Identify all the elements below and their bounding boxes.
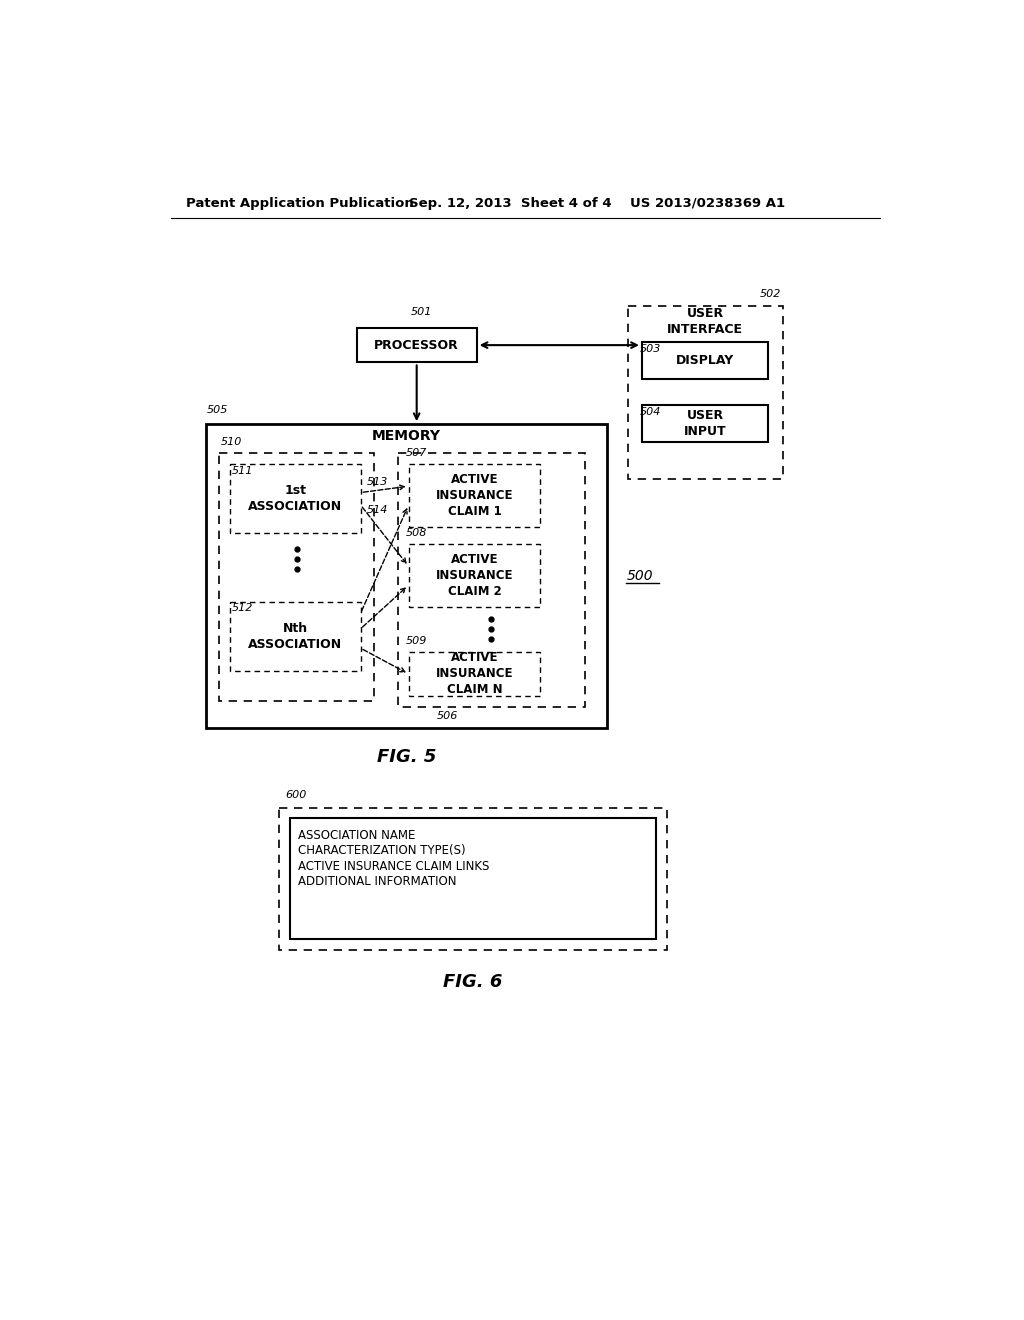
Text: 500: 500: [627, 569, 653, 583]
Text: 511: 511: [231, 466, 253, 475]
Text: 501: 501: [411, 308, 432, 317]
Text: 600: 600: [286, 789, 307, 800]
Text: ACTIVE
INSURANCE
CLAIM 2: ACTIVE INSURANCE CLAIM 2: [435, 553, 513, 598]
Text: 513: 513: [367, 477, 388, 487]
Text: ASSOCIATION NAME: ASSOCIATION NAME: [298, 829, 415, 842]
Text: Sep. 12, 2013  Sheet 4 of 4: Sep. 12, 2013 Sheet 4 of 4: [409, 197, 611, 210]
Bar: [206, 424, 607, 729]
Text: USER
INTERFACE: USER INTERFACE: [668, 308, 743, 337]
Text: PROCESSOR: PROCESSOR: [375, 339, 459, 351]
Text: Patent Application Publication: Patent Application Publication: [186, 197, 414, 210]
Bar: [280, 808, 667, 950]
Text: 505: 505: [207, 405, 228, 414]
Text: 507: 507: [406, 447, 427, 458]
Text: 502: 502: [760, 289, 781, 298]
Bar: [397, 453, 586, 708]
Text: 508: 508: [406, 528, 427, 539]
Text: 504: 504: [640, 407, 662, 417]
Bar: [230, 602, 360, 671]
Bar: [409, 544, 541, 607]
Text: FIG. 5: FIG. 5: [377, 748, 436, 767]
Bar: [230, 465, 360, 533]
Bar: [356, 327, 477, 363]
Bar: [409, 465, 541, 527]
Bar: [290, 818, 655, 940]
Bar: [628, 306, 783, 479]
Text: Nth
ASSOCIATION: Nth ASSOCIATION: [249, 622, 342, 651]
Text: FIG. 6: FIG. 6: [443, 973, 503, 991]
Text: ACTIVE
INSURANCE
CLAIM N: ACTIVE INSURANCE CLAIM N: [435, 651, 513, 697]
Text: DISPLAY: DISPLAY: [676, 354, 734, 367]
Text: 509: 509: [406, 636, 427, 645]
Bar: [409, 652, 541, 696]
Text: 512: 512: [231, 603, 253, 614]
Text: ADDITIONAL INFORMATION: ADDITIONAL INFORMATION: [298, 875, 457, 888]
Text: 514: 514: [367, 506, 388, 515]
Text: 510: 510: [221, 437, 243, 447]
Text: ACTIVE INSURANCE CLAIM LINKS: ACTIVE INSURANCE CLAIM LINKS: [298, 859, 489, 873]
Text: 506: 506: [436, 711, 458, 721]
Text: US 2013/0238369 A1: US 2013/0238369 A1: [630, 197, 785, 210]
Text: MEMORY: MEMORY: [372, 429, 440, 444]
Text: 503: 503: [640, 345, 662, 354]
Text: CHARACTERIZATION TYPE(S): CHARACTERIZATION TYPE(S): [298, 845, 465, 858]
Text: 1st
ASSOCIATION: 1st ASSOCIATION: [249, 484, 342, 513]
Bar: [219, 453, 375, 701]
Bar: [642, 405, 768, 442]
Text: ACTIVE
INSURANCE
CLAIM 1: ACTIVE INSURANCE CLAIM 1: [435, 473, 513, 519]
Bar: [642, 342, 768, 379]
Text: USER
INPUT: USER INPUT: [684, 409, 726, 438]
